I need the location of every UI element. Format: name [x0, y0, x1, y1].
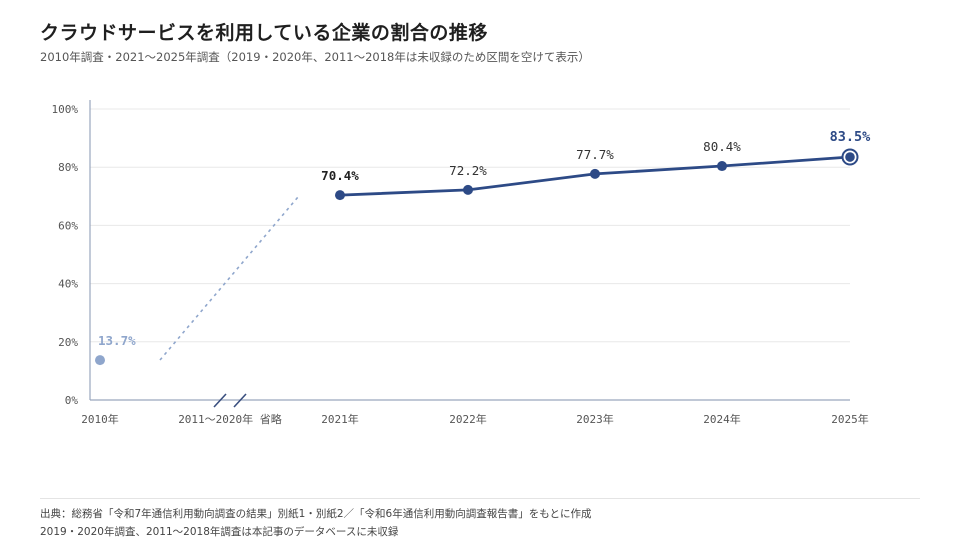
source-note: 出典：総務省「令和7年通信利用動向調査の結果」別紙1・別紙2／「令和6年通信利用…: [40, 508, 592, 520]
x-tick-label: 2021年: [321, 412, 359, 426]
data-label: 77.7%: [576, 147, 614, 162]
x-gap-label: 2011～2020年 省略: [178, 412, 282, 426]
x-tick-label: 2025年: [831, 412, 869, 426]
y-tick-label: 60%: [58, 219, 78, 232]
data-point: [845, 152, 855, 162]
axes: [89, 100, 850, 408]
x-tick-label: 2010年: [81, 412, 119, 426]
x-tick-label: 2022年: [449, 412, 487, 426]
coverage-note: 2019・2020年調査、2011～2018年調査は本記事のデータベースに未収録: [40, 526, 399, 538]
x-tick-label: 2024年: [703, 412, 741, 426]
data-point: [717, 161, 727, 172]
data-label: 72.2%: [449, 163, 487, 178]
data-labels: 13.7% 70.4% 72.2% 77.7% 80.4% 83.5%: [98, 129, 871, 348]
y-tick-label: 100%: [52, 103, 79, 116]
y-tick-label: 0%: [65, 394, 79, 407]
data-point: [463, 184, 473, 195]
tick-labels: 0% 20% 40% 60% 80% 100% 2010年 2021年 2022年 2023年 20…: [52, 103, 869, 426]
gap-connector-dotted: [159, 196, 299, 361]
chart-title: クラウドサービスを利用している企業の割合の推移: [40, 22, 488, 44]
chart-subtitle: 2010年調査・2021～2025年調査（2019・2020年、2011～201…: [40, 50, 590, 64]
axis-break-mark: [213, 393, 227, 408]
data-point: [95, 355, 105, 366]
x-tick-label: 2023年: [576, 412, 614, 426]
y-tick-label: 80%: [58, 161, 78, 174]
y-tick-label: 20%: [58, 336, 78, 349]
data-label: 80.4%: [703, 139, 741, 154]
axis-break-mark: [233, 393, 247, 408]
data-point: [590, 168, 600, 179]
data-label: 13.7%: [98, 333, 136, 348]
series: [95, 148, 859, 366]
grid-lines: [90, 108, 850, 343]
y-tick-label: 40%: [58, 278, 78, 291]
data-label: 70.4%: [321, 168, 359, 183]
data-point: [335, 190, 345, 201]
data-label: 83.5%: [830, 129, 872, 145]
footer-divider: [40, 498, 920, 499]
